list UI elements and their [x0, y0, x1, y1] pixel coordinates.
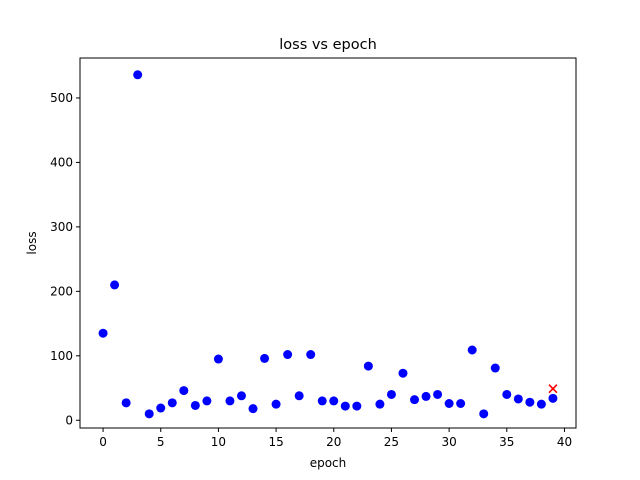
data-point	[456, 399, 466, 409]
y-tick-label: 400	[50, 155, 73, 169]
data-point	[375, 399, 385, 409]
data-point	[121, 398, 131, 408]
x-tick-label: 40	[557, 435, 572, 449]
x-axis-ticks: 0 5 10 15 20 25 30 35 40	[99, 428, 572, 449]
y-tick-label: 300	[50, 220, 73, 234]
x-tick-label: 15	[268, 435, 283, 449]
y-axis-title: loss	[25, 231, 39, 254]
data-point	[410, 395, 420, 405]
x-tick-label: 35	[499, 435, 514, 449]
data-point-x-marker	[548, 384, 558, 394]
data-point	[144, 409, 154, 419]
data-point	[133, 70, 143, 80]
x-tick-label: 0	[99, 435, 107, 449]
data-point	[190, 400, 200, 410]
y-tick-label: 0	[65, 413, 73, 427]
data-point	[363, 361, 373, 371]
data-point	[317, 396, 327, 406]
y-axis-ticks: 0 100 200 300 400 500	[50, 91, 80, 427]
data-point	[271, 399, 281, 409]
data-point	[260, 353, 270, 363]
data-point	[98, 328, 108, 338]
x-tick-label: 25	[384, 435, 399, 449]
data-point	[536, 399, 546, 409]
data-point	[167, 398, 177, 408]
data-point	[490, 363, 500, 373]
data-point	[225, 396, 235, 406]
data-point	[236, 391, 246, 401]
x-tick-label: 5	[157, 435, 165, 449]
data-point	[283, 350, 293, 360]
data-point	[248, 404, 258, 414]
data-point	[502, 389, 512, 399]
data-point	[156, 403, 166, 413]
x-tick-label: 20	[326, 435, 341, 449]
data-point	[329, 396, 339, 406]
x-tick-label: 10	[211, 435, 226, 449]
data-point	[306, 350, 316, 360]
data-point	[548, 393, 558, 403]
data-point	[202, 396, 212, 406]
data-point	[398, 368, 408, 378]
chart-title: loss vs epoch	[279, 37, 377, 53]
y-tick-label: 500	[50, 91, 73, 105]
plot-area-frame	[79, 57, 577, 429]
data-point	[294, 391, 304, 401]
y-tick-label: 200	[50, 284, 73, 298]
data-point	[386, 389, 396, 399]
data-marks	[98, 70, 558, 419]
data-point	[421, 391, 431, 401]
data-point	[513, 394, 523, 404]
data-point	[433, 389, 443, 399]
x-tick-label: 30	[441, 435, 456, 449]
data-point	[179, 386, 189, 396]
data-point	[352, 401, 362, 411]
data-point	[479, 409, 489, 419]
data-point	[467, 345, 477, 355]
data-point	[444, 399, 454, 409]
y-tick-label: 100	[50, 349, 73, 363]
data-point	[110, 280, 120, 290]
x-axis-title: epoch	[310, 456, 347, 470]
data-point	[213, 354, 223, 364]
data-point	[525, 397, 535, 407]
data-point	[340, 401, 350, 411]
